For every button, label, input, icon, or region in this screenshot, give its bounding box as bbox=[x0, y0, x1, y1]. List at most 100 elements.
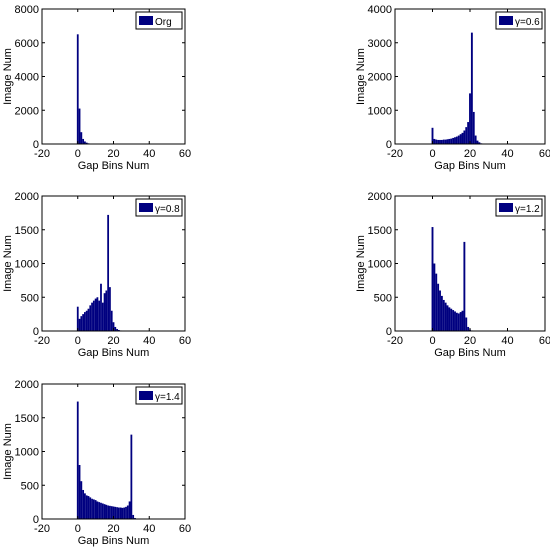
y-tick-label: 2000 bbox=[15, 379, 39, 391]
x-axis-label: Gap Bins Num bbox=[78, 160, 150, 172]
histogram-bar bbox=[112, 506, 115, 519]
y-tick-label: 1500 bbox=[15, 225, 39, 237]
histogram-bar bbox=[467, 326, 470, 331]
x-tick-label: 0 bbox=[429, 335, 435, 347]
histogram-bar bbox=[457, 135, 460, 144]
histogram-bar bbox=[440, 295, 443, 331]
histogram-bar bbox=[134, 517, 136, 519]
histogram-bar bbox=[117, 329, 120, 331]
histogram-bar bbox=[109, 287, 111, 332]
histogram-bar bbox=[98, 502, 101, 520]
histogram-bar bbox=[446, 139, 449, 144]
x-tick-label: 0 bbox=[75, 148, 81, 160]
histogram-bar bbox=[80, 132, 83, 144]
histogram-bar bbox=[461, 132, 464, 144]
histogram-bar bbox=[116, 328, 118, 331]
histogram-bar bbox=[91, 498, 93, 519]
histogram-bar bbox=[116, 507, 118, 519]
histogram-bar bbox=[476, 140, 479, 145]
histogram-bar bbox=[448, 307, 451, 332]
histogram-bar bbox=[80, 316, 83, 331]
histogram-bar bbox=[105, 290, 108, 331]
y-axis-label: Image Num bbox=[355, 48, 367, 105]
x-tick-label: 60 bbox=[179, 523, 191, 535]
histogram-bar bbox=[448, 138, 451, 144]
histogram-bar bbox=[119, 507, 122, 519]
y-tick-label: 0 bbox=[386, 139, 392, 151]
histogram-bar bbox=[100, 502, 102, 519]
histogram-bar bbox=[78, 108, 81, 144]
x-tick-label: -20 bbox=[387, 335, 403, 347]
histogram-bar bbox=[132, 514, 135, 519]
histogram-bar bbox=[461, 310, 464, 331]
legend-label: γ=0.8 bbox=[155, 204, 180, 215]
x-tick-label: -20 bbox=[34, 148, 50, 160]
y-tick-label: 0 bbox=[386, 326, 392, 338]
histogram-bar bbox=[107, 505, 110, 519]
histogram-bar bbox=[94, 500, 97, 519]
histogram-bar bbox=[465, 317, 468, 331]
x-axis-label: Gap Bins Num bbox=[434, 160, 506, 172]
histogram-bar bbox=[433, 263, 436, 331]
y-tick-label: 0 bbox=[33, 139, 39, 151]
y-tick-label: 4000 bbox=[15, 72, 39, 84]
y-tick-label: 2000 bbox=[15, 105, 39, 117]
histogram-bar bbox=[109, 505, 111, 519]
histogram-bar bbox=[76, 306, 79, 331]
x-tick-label: 40 bbox=[143, 335, 155, 347]
histogram-bar bbox=[470, 32, 473, 145]
histogram-bar bbox=[78, 465, 81, 519]
histogram-bar bbox=[92, 300, 95, 332]
x-tick-label: 20 bbox=[464, 335, 476, 347]
x-tick-label: -20 bbox=[34, 335, 50, 347]
y-tick-label: 1000 bbox=[15, 447, 39, 459]
x-tick-label: 60 bbox=[539, 335, 550, 347]
x-tick-label: 0 bbox=[75, 523, 81, 535]
histogram-bar bbox=[85, 142, 88, 144]
y-axis-label: Image Num bbox=[355, 235, 367, 292]
x-tick-label: 60 bbox=[539, 148, 550, 160]
y-tick-label: 2000 bbox=[368, 72, 392, 84]
histogram-bar bbox=[91, 302, 93, 331]
histogram-bar bbox=[478, 142, 481, 144]
histogram-bar bbox=[87, 496, 90, 519]
x-tick-label: -20 bbox=[387, 148, 403, 160]
histogram-bar bbox=[126, 505, 129, 519]
histogram-bar bbox=[435, 273, 438, 332]
histogram-bar bbox=[444, 139, 447, 144]
legend-label: γ=1.4 bbox=[155, 392, 180, 403]
legend-label: γ=1.2 bbox=[515, 204, 540, 215]
histogram-bar bbox=[84, 141, 86, 144]
histogram-bar bbox=[454, 311, 456, 331]
histogram-bar bbox=[431, 127, 434, 144]
histogram-bar bbox=[105, 504, 108, 519]
x-tick-label: 40 bbox=[143, 148, 155, 160]
legend-swatch bbox=[499, 203, 513, 212]
histogram-bar bbox=[452, 310, 455, 331]
y-tick-label: 500 bbox=[21, 292, 39, 304]
histogram-bar bbox=[472, 111, 475, 144]
histogram-bar bbox=[433, 138, 436, 144]
y-tick-label: 1500 bbox=[368, 225, 392, 237]
histogram-bar bbox=[437, 283, 440, 331]
x-axis-label: Gap Bins Num bbox=[78, 535, 150, 547]
histogram-bar bbox=[435, 139, 438, 144]
histogram-bar bbox=[100, 283, 102, 331]
x-tick-label: 0 bbox=[429, 148, 435, 160]
histogram-bar bbox=[78, 318, 81, 331]
histogram-bar bbox=[80, 481, 83, 519]
x-tick-label: 20 bbox=[107, 148, 119, 160]
histogram-bar bbox=[84, 312, 86, 331]
histogram-bar bbox=[82, 138, 85, 144]
histogram-bar bbox=[463, 130, 466, 144]
legend-swatch bbox=[139, 16, 153, 25]
y-tick-label: 500 bbox=[374, 292, 392, 304]
histogram-bar bbox=[439, 290, 441, 331]
histogram-bar bbox=[439, 139, 441, 144]
histogram-bar bbox=[96, 297, 99, 331]
histogram-bar bbox=[474, 135, 477, 144]
